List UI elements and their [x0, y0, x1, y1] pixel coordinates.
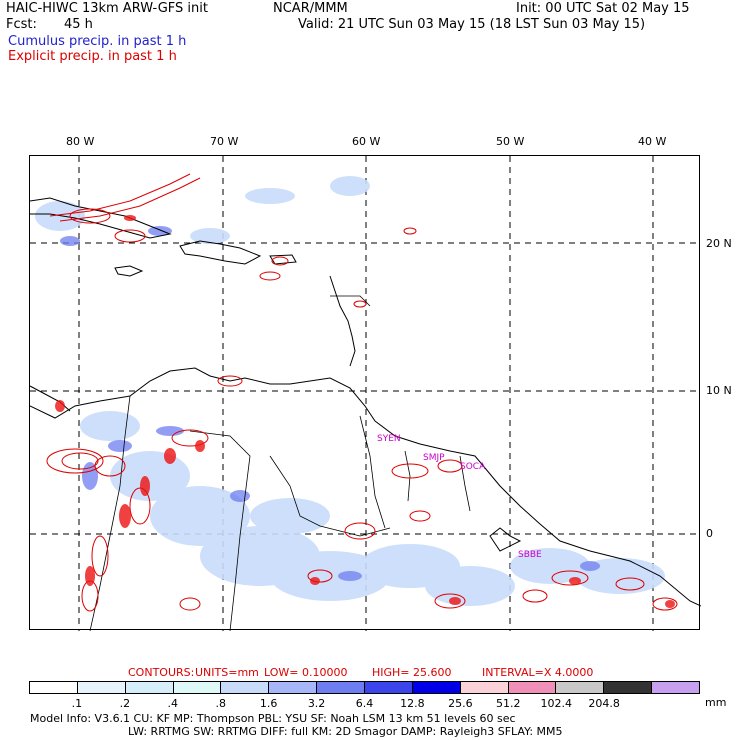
legend-swatch [460, 682, 509, 693]
legend-tick-label: .1 [71, 697, 83, 710]
lat-label-20n: 20 N [706, 237, 732, 250]
lat-label-10n: 10 N [706, 384, 732, 397]
map-canvas: SYEN SMJP SOCA SBBE [30, 156, 701, 631]
init-time: Init: 00 UTC Sat 02 May 15 [516, 1, 690, 16]
cumulus-precip-light [35, 176, 665, 606]
legend-swatch [317, 682, 366, 693]
legend-tick-label: 6.4 [355, 697, 374, 710]
legend-swatch [652, 682, 700, 693]
cumulus-legend-text: Cumulus precip. in past 1 h [8, 34, 187, 49]
legend-swatch [269, 682, 318, 693]
valid-time: Valid: 21 UTC Sun 03 May 15 (18 LST Sun … [298, 17, 646, 32]
station-soca: SOCA [460, 462, 486, 472]
legend-tick-label: 25.6 [448, 697, 473, 710]
contours-low: LOW= 0.10000 [264, 666, 348, 679]
lon-label-70w: 70 W [210, 135, 239, 148]
explicit-precip-heavy [55, 215, 675, 608]
legend-swatch [221, 682, 270, 693]
forecast-label: Fcst: [6, 17, 37, 32]
forecast-hour: 45 h [64, 17, 93, 32]
legend-tick-label: 102.4 [540, 697, 572, 710]
lon-label-80w: 80 W [66, 135, 95, 148]
legend-swatch [556, 682, 605, 693]
station-smjp: SMJP [423, 453, 445, 463]
org-label: NCAR/MMM [273, 1, 348, 16]
legend-swatch [125, 682, 174, 693]
legend-unit: mm [705, 696, 727, 709]
legend-swatch [604, 682, 653, 693]
legend-swatch [508, 682, 557, 693]
legend-swatch [30, 682, 78, 693]
lat-label-0: 0 [706, 527, 713, 540]
contours-high: HIGH= 25.600 [372, 666, 452, 679]
contours-label: CONTOURS: [128, 666, 195, 679]
legend-tick-label: 204.8 [588, 697, 620, 710]
station-syen: SYEN [377, 434, 401, 444]
model-info-line2: LW: RRTMG SW: RRTMG DIFF: full KM: 2D Sm… [128, 725, 563, 738]
cumulus-precip-heavy [60, 226, 600, 581]
precip-color-legend [29, 681, 700, 694]
explicit-legend-text: Explicit precip. in past 1 h [8, 49, 177, 64]
legend-swatch [77, 682, 126, 693]
legend-swatch [365, 682, 413, 693]
contours-units: UNITS=mm [195, 666, 259, 679]
legend-tick-label: .8 [215, 697, 226, 710]
legend-tick-label: .2 [119, 697, 131, 710]
explicit-precip-contours [46, 173, 678, 612]
legend-tick-label: 12.8 [400, 697, 425, 710]
lon-label-40w: 40 W [638, 135, 667, 148]
model-info-line1: Model Info: V3.6.1 CU: KF MP: Thompson P… [30, 712, 516, 725]
legend-tick-label: 1.6 [259, 697, 278, 710]
precip-map: SYEN SMJP SOCA SBBE [29, 155, 701, 631]
legend-tick-label: 51.2 [496, 697, 521, 710]
legend-tick-label: .4 [167, 697, 179, 710]
model-title: HAIC-HIWC 13km ARW-GFS init [6, 1, 208, 16]
station-sbbe: SBBE [518, 550, 542, 560]
legend-swatch [173, 682, 222, 693]
legend-tick-label: 3.2 [307, 697, 326, 710]
lon-label-60w: 60 W [352, 135, 381, 148]
lon-label-50w: 50 W [496, 135, 525, 148]
legend-swatch [412, 682, 461, 693]
contours-interval: INTERVAL=X 4.0000 [482, 666, 594, 679]
